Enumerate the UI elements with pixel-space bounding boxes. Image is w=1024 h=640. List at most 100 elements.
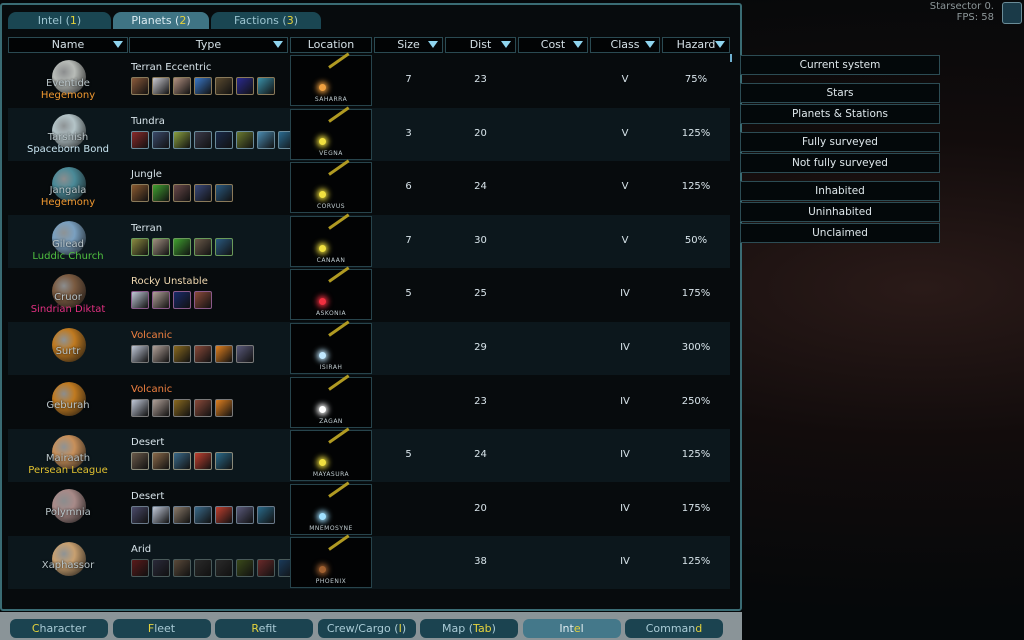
condition-icon[interactable] — [194, 505, 212, 524]
condition-icon[interactable] — [215, 345, 233, 363]
condition-icon[interactable] — [194, 184, 212, 203]
condition-icon[interactable] — [173, 398, 191, 417]
condition-icon[interactable] — [131, 398, 149, 417]
table-row[interactable]: Jangala Hegemony Jungle CORVUS 6 24 V 125% — [8, 159, 730, 214]
condition-icon[interactable] — [152, 398, 170, 417]
condition-icon[interactable] — [152, 237, 170, 256]
filter-fully-surveyed[interactable]: Fully surveyed — [740, 132, 940, 152]
filter-uninhabited[interactable]: Uninhabited — [740, 202, 940, 222]
location-map[interactable]: SAHARRA — [290, 52, 372, 106]
condition-icon[interactable] — [194, 398, 212, 417]
condition-icon[interactable] — [173, 505, 191, 524]
condition-icon[interactable] — [215, 77, 233, 95]
location-map[interactable]: ASKONIA — [290, 266, 372, 321]
condition-icon[interactable] — [173, 345, 191, 363]
condition-icon[interactable] — [131, 452, 149, 471]
condition-icon[interactable] — [131, 559, 149, 578]
nav-button-0[interactable]: Character — [10, 619, 108, 638]
column-header-location[interactable]: Location — [290, 37, 372, 53]
sort-arrow-icon[interactable] — [715, 41, 725, 48]
condition-icon[interactable] — [152, 77, 170, 95]
tab-intel[interactable]: Intel (1) — [8, 12, 111, 29]
condition-icon[interactable] — [215, 452, 233, 471]
table-row[interactable]: Eventide Hegemony Terran Eccentric SAHARRA 7… — [8, 52, 730, 107]
condition-icon[interactable] — [131, 130, 149, 149]
condition-icon[interactable] — [173, 452, 191, 471]
sort-arrow-icon[interactable] — [113, 41, 123, 48]
condition-icon[interactable] — [152, 130, 170, 149]
location-map[interactable]: VEGNA — [290, 106, 372, 160]
condition-icon[interactable] — [173, 237, 191, 256]
table-row[interactable]: Geburah Volcanic ZAGAN 23 IV 250% — [8, 374, 730, 429]
condition-icon[interactable] — [131, 345, 149, 363]
sort-arrow-icon[interactable] — [428, 41, 438, 48]
column-header-type[interactable]: Type — [129, 37, 288, 53]
table-row[interactable]: Surtr Volcanic ISIRAH 29 IV 300% — [8, 320, 730, 375]
condition-icon[interactable] — [236, 559, 254, 578]
condition-icon[interactable] — [152, 505, 170, 524]
filter-not-fully-surveyed[interactable]: Not fully surveyed — [740, 153, 940, 173]
condition-icon[interactable] — [257, 77, 275, 95]
condition-icon[interactable] — [236, 505, 254, 524]
filter-current-system[interactable]: Current system — [740, 55, 940, 75]
condition-icon[interactable] — [257, 130, 275, 149]
condition-icon[interactable] — [257, 559, 275, 578]
condition-icon[interactable] — [215, 237, 233, 256]
sort-arrow-icon[interactable] — [501, 41, 511, 48]
table-row[interactable]: Polymnia Desert MNEMOSYNE 20 IV 175% — [8, 481, 730, 536]
sort-arrow-icon[interactable] — [645, 41, 655, 48]
condition-icon[interactable] — [215, 130, 233, 149]
column-header-hazard[interactable]: Hazard — [662, 37, 730, 53]
tab-planets[interactable]: Planets (2) — [113, 12, 209, 29]
condition-icon[interactable] — [131, 77, 149, 95]
condition-icon[interactable] — [173, 559, 191, 578]
condition-icon[interactable] — [131, 291, 149, 310]
table-row[interactable]: Xaphassor Arid PHOENIX 38 IV 125% — [8, 534, 730, 590]
nav-button-6[interactable]: Command — [625, 619, 723, 638]
condition-icon[interactable] — [194, 291, 212, 310]
condition-icon[interactable] — [194, 130, 212, 149]
nav-button-2[interactable]: Refit — [215, 619, 313, 638]
filter-unclaimed[interactable]: Unclaimed — [740, 223, 940, 243]
column-header-dist[interactable]: Dist — [445, 37, 516, 53]
condition-icon[interactable] — [194, 77, 212, 95]
condition-icon[interactable] — [152, 559, 170, 578]
location-map[interactable]: ISIRAH — [290, 320, 372, 374]
condition-icon[interactable] — [236, 77, 254, 95]
condition-icon[interactable] — [131, 184, 149, 203]
nav-button-5[interactable]: Intel — [522, 619, 621, 638]
condition-icon[interactable] — [194, 559, 212, 578]
condition-icon[interactable] — [152, 345, 170, 363]
condition-icon[interactable] — [194, 237, 212, 256]
location-map[interactable]: PHOENIX — [290, 534, 372, 589]
table-row[interactable]: Cruor Sindrian Diktat Rocky Unstable ASKONI… — [8, 266, 730, 321]
column-header-cost[interactable]: Cost — [518, 37, 588, 53]
condition-icon[interactable] — [194, 345, 212, 363]
condition-icon[interactable] — [215, 184, 233, 203]
condition-icon[interactable] — [173, 184, 191, 203]
column-header-class[interactable]: Class — [590, 37, 660, 53]
filter-planets-stations[interactable]: Planets & Stations — [740, 104, 940, 124]
column-header-name[interactable]: Name — [8, 37, 128, 53]
condition-icon[interactable] — [236, 345, 254, 363]
nav-button-3[interactable]: Crew/Cargo (I) — [317, 619, 416, 638]
sort-arrow-icon[interactable] — [573, 41, 583, 48]
condition-icon[interactable] — [173, 77, 191, 95]
sort-arrow-icon[interactable] — [273, 41, 283, 48]
condition-icon[interactable] — [152, 452, 170, 471]
tab-factions[interactable]: Factions (3) — [211, 12, 321, 29]
nav-button-4[interactable]: Map (Tab) — [420, 619, 518, 638]
condition-icon[interactable] — [257, 505, 275, 524]
condition-icon[interactable] — [215, 559, 233, 578]
location-map[interactable]: CANAAN — [290, 213, 372, 267]
condition-icon[interactable] — [215, 398, 233, 417]
condition-icon[interactable] — [194, 452, 212, 471]
condition-icon[interactable] — [131, 237, 149, 256]
table-row[interactable]: Tarshish Spaceborn Bond Tundra VEGNA 3 20 V 125… — [8, 106, 730, 161]
condition-icon[interactable] — [173, 291, 191, 310]
filter-inhabited[interactable]: Inhabited — [740, 181, 940, 201]
location-map[interactable]: ZAGAN — [290, 374, 372, 428]
condition-icon[interactable] — [173, 130, 191, 149]
table-row[interactable]: Mairaath Persean League Desert MAYASURA 5 24 I… — [8, 427, 730, 483]
location-map[interactable]: MNEMOSYNE — [290, 481, 372, 535]
